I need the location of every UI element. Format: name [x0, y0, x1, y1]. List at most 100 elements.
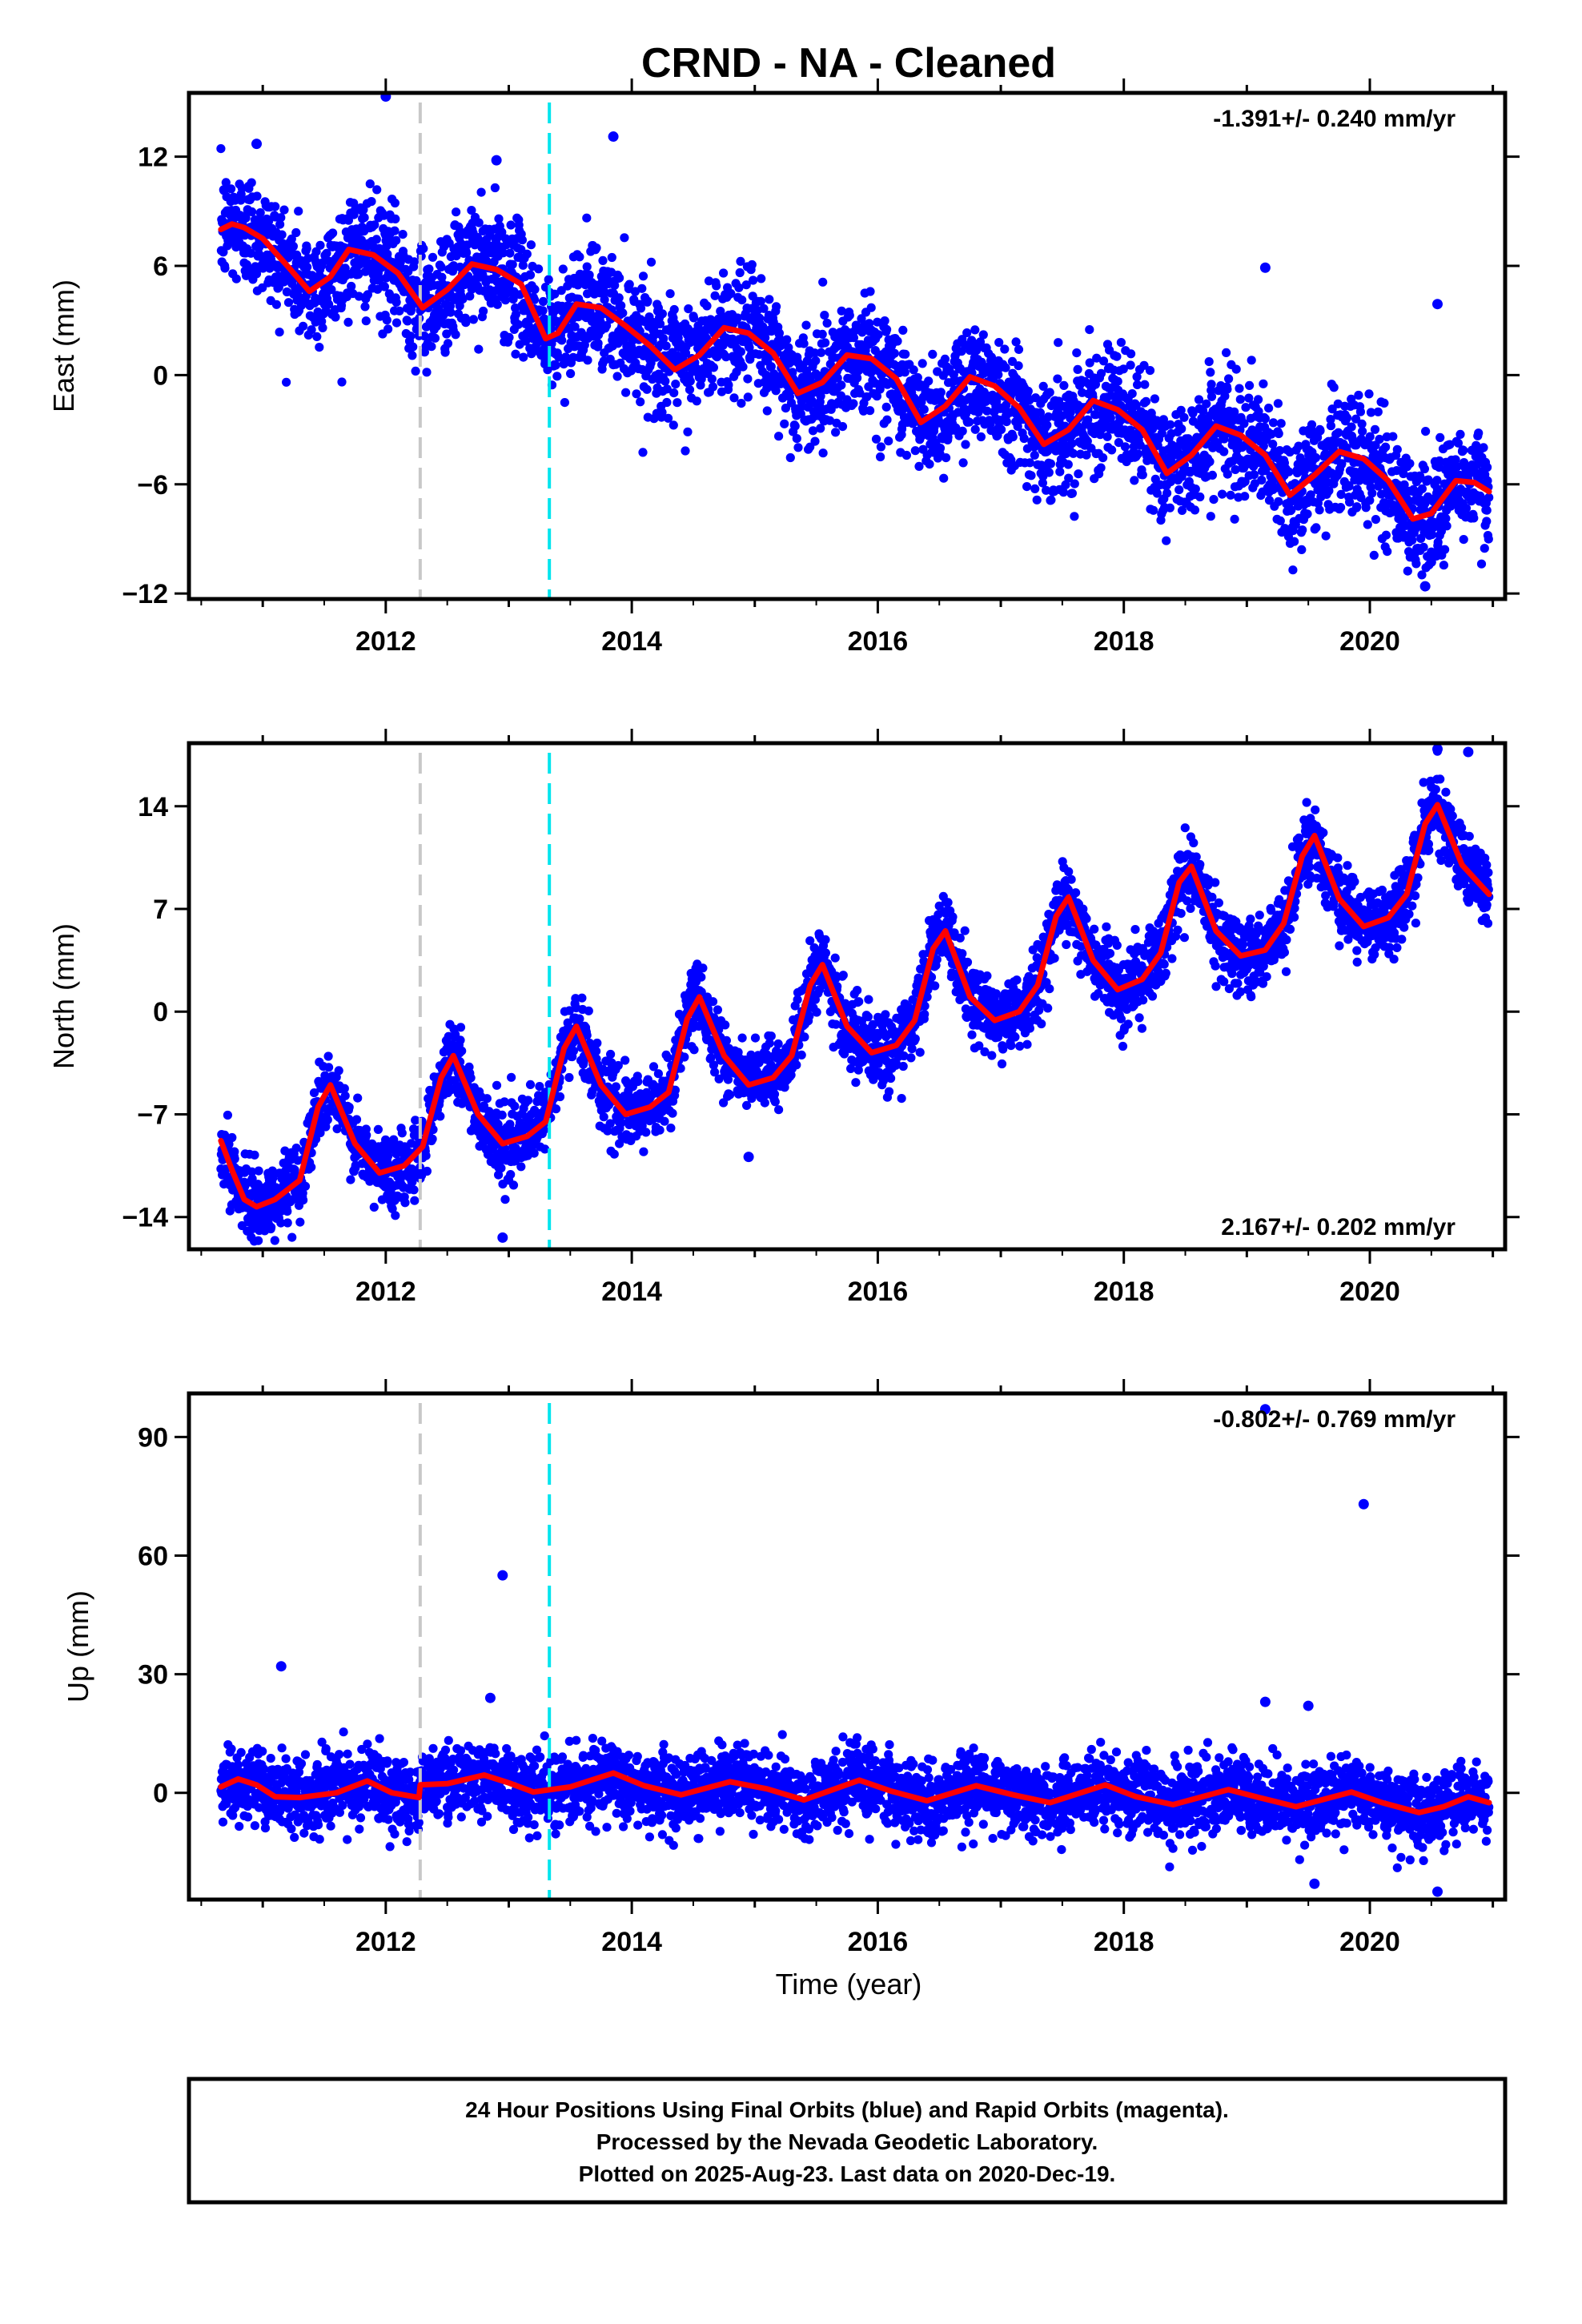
east-data-point [347, 281, 356, 292]
east-data-point [759, 304, 769, 313]
east-data-point [1030, 393, 1041, 403]
east-data-point [517, 235, 528, 245]
east-data-point [704, 276, 714, 286]
north-data-point [436, 1112, 445, 1121]
east-data-point [708, 382, 718, 392]
east-data-point [1371, 515, 1380, 525]
east-data-point [391, 214, 400, 223]
east-data-point [1311, 523, 1321, 533]
east-data-point [818, 448, 828, 458]
east-data-point [1405, 459, 1415, 468]
east-data-point [1364, 389, 1374, 399]
east-data-point [913, 372, 922, 383]
east-data-point [442, 329, 452, 339]
east-data-point [766, 362, 776, 372]
north-data-point [555, 1092, 565, 1102]
east-data-point [252, 191, 262, 201]
east-data-point [561, 352, 571, 362]
east-data-point [504, 332, 514, 342]
east-data-point [1059, 380, 1069, 390]
east-data-point [710, 291, 720, 300]
east-data-point [1432, 476, 1442, 485]
east-data-point [1195, 492, 1205, 502]
north-data-point [227, 1132, 237, 1143]
east-data-point [361, 316, 371, 326]
east-data-point [1484, 493, 1494, 502]
east-data-point [1324, 486, 1334, 496]
east-data-point [1190, 505, 1200, 515]
north-data-point [223, 1110, 232, 1120]
east-data-point [825, 416, 835, 425]
east-data-point [1133, 380, 1142, 389]
east-data-point [1247, 356, 1256, 365]
east-data-point [662, 384, 672, 394]
north-data-point [456, 1035, 465, 1045]
east-data-point [409, 257, 419, 267]
east-data-point [315, 343, 324, 352]
east-data-point [367, 197, 376, 207]
east-data-point [1098, 356, 1109, 366]
east-data-point [299, 321, 308, 331]
east-data-point [406, 332, 416, 341]
east-data-point [997, 424, 1006, 435]
east-data-point [560, 398, 570, 408]
east-data-point [870, 378, 880, 388]
east-data-point [909, 365, 918, 375]
east-data-point [765, 295, 774, 304]
east-data-point [774, 432, 784, 441]
east-data-point [1107, 445, 1117, 455]
east-data-point [772, 302, 781, 312]
east-data-point [1019, 433, 1029, 444]
east-data-point [1046, 459, 1055, 468]
east-data-point [1379, 398, 1389, 408]
north-data-point [603, 1126, 612, 1136]
east-data-point [1355, 407, 1365, 416]
east-data-point [372, 185, 382, 195]
east-data-point [681, 446, 690, 456]
east-data-point [1480, 544, 1489, 553]
east-data-point [683, 324, 693, 334]
east-data-point [936, 388, 946, 397]
east-data-point [1259, 379, 1268, 388]
east-data-point [408, 351, 417, 360]
x-tick-label: 2016 [848, 626, 909, 657]
east-data-point [1206, 368, 1215, 377]
north-data-point [493, 1120, 503, 1129]
east-data-point [1194, 395, 1204, 404]
north-data-point [409, 1185, 419, 1195]
east-data-point [227, 184, 236, 194]
north-data-point [332, 1124, 342, 1134]
east-data-point [1166, 420, 1175, 429]
east-data-point [1445, 440, 1455, 449]
north-data-point [571, 994, 580, 1003]
east-data-point [1133, 449, 1142, 459]
east-data-point [630, 287, 640, 296]
north-data-point [592, 1047, 601, 1056]
east-data-point [917, 359, 927, 368]
north-data-point [362, 1130, 371, 1140]
east-data-point [582, 213, 592, 223]
east-data-point [420, 331, 429, 341]
east-data-point [1132, 372, 1142, 382]
east-data-point [1306, 490, 1315, 500]
east-data-point [845, 311, 854, 320]
east-data-point [659, 334, 669, 344]
north-data-point [295, 1217, 305, 1227]
east-data-point [1026, 471, 1036, 480]
north-data-point [389, 1135, 399, 1144]
east-data-point [1042, 485, 1051, 495]
east-data-point [530, 295, 540, 304]
east-data-point [1435, 456, 1444, 466]
east-data-point [580, 340, 589, 350]
east-data-point [271, 202, 280, 211]
east-data-point [1150, 394, 1159, 404]
east-data-point [363, 290, 372, 300]
east-data-point [655, 319, 665, 329]
east-data-point [1162, 489, 1172, 498]
east-data-point [880, 316, 889, 326]
north-data-point [311, 1134, 321, 1144]
east-data-point [940, 354, 950, 364]
x-tick-label: 2020 [1339, 626, 1400, 657]
east-data-point [734, 283, 744, 292]
